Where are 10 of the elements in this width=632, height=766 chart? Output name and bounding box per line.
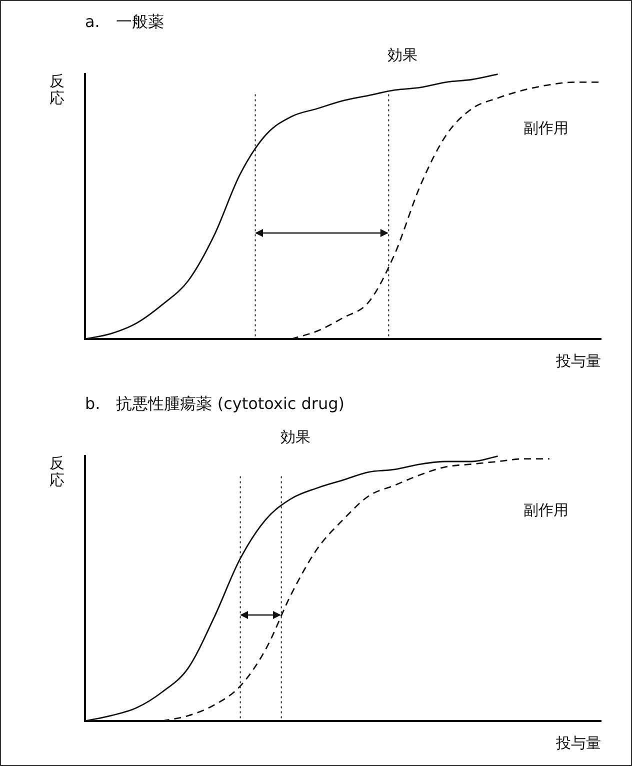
y-axis-title: 反応 [50, 72, 64, 108]
series-label: 副作用 [524, 119, 568, 138]
y-axis-title: 反応 [50, 454, 64, 490]
text: 効果 [280, 428, 310, 446]
chart-title: a. 一般薬 [85, 12, 164, 31]
x-axis-title: 投与量 [555, 352, 601, 370]
text: 副作用 [524, 501, 568, 520]
series-label: 効果 [388, 46, 418, 64]
chart-title: b. 抗悪性腫瘍薬 (cytotoxic drug) [85, 394, 345, 413]
x-axis-title: 投与量 [555, 734, 601, 752]
